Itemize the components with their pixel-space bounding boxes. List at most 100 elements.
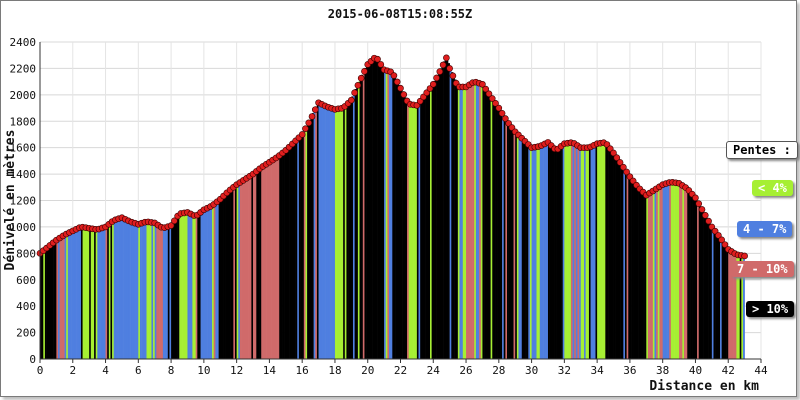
profile-point bbox=[377, 61, 385, 68]
slope-bar bbox=[205, 208, 208, 359]
slope-bar bbox=[643, 192, 645, 359]
slope-bar bbox=[472, 81, 475, 359]
slope-bar bbox=[40, 252, 42, 359]
profile-point bbox=[610, 149, 617, 157]
slope-bar bbox=[352, 92, 355, 359]
slope-bar bbox=[164, 227, 167, 359]
slope-bar bbox=[462, 86, 465, 360]
slope-bar bbox=[133, 222, 136, 359]
slope-bar bbox=[339, 108, 342, 359]
slope-bar bbox=[687, 188, 690, 359]
slope-bar bbox=[416, 103, 419, 359]
slope-bar bbox=[100, 227, 103, 359]
slope-bar bbox=[236, 183, 239, 359]
x-tick-label: 22 bbox=[394, 364, 407, 377]
slope-bar bbox=[602, 142, 604, 359]
slope-bar bbox=[107, 224, 110, 359]
y-axis-label: Dénivelé en mètres bbox=[3, 130, 18, 271]
slope-bar bbox=[284, 150, 287, 359]
slope-bar bbox=[659, 185, 662, 359]
slope-bar bbox=[649, 192, 652, 359]
x-tick-label: 30 bbox=[525, 364, 538, 377]
slope-bar bbox=[485, 89, 488, 359]
slope-bar bbox=[241, 180, 244, 359]
slope-bar bbox=[279, 154, 282, 359]
slope-bar bbox=[505, 118, 508, 359]
slope-bar bbox=[675, 182, 678, 359]
profile-point bbox=[167, 222, 175, 229]
slope-bar bbox=[154, 222, 157, 359]
slope-bar bbox=[497, 105, 500, 359]
slope-bar bbox=[230, 188, 233, 359]
slope-bar bbox=[425, 92, 428, 359]
slope-bar bbox=[167, 226, 170, 359]
slope-bar bbox=[139, 223, 142, 359]
slope-bar bbox=[246, 177, 249, 359]
slope-bar bbox=[207, 207, 210, 359]
slope-bar bbox=[382, 67, 385, 360]
slope-bar bbox=[162, 227, 165, 359]
profile-point bbox=[439, 61, 447, 69]
profile-point bbox=[400, 91, 408, 98]
profile-point bbox=[502, 115, 509, 122]
slope-bar bbox=[392, 72, 395, 360]
slope-bar bbox=[620, 162, 623, 359]
slope-bar bbox=[547, 142, 550, 359]
slope-bar bbox=[588, 146, 591, 359]
slope-bar bbox=[439, 68, 442, 360]
slope-bar bbox=[577, 145, 580, 359]
slope-bar bbox=[585, 147, 588, 359]
slope-bar bbox=[669, 182, 672, 359]
slope-bar bbox=[316, 102, 319, 359]
slope-bar bbox=[428, 88, 431, 359]
slope-bar bbox=[411, 104, 414, 359]
x-tick-label: 18 bbox=[328, 364, 341, 377]
slope-bar bbox=[243, 179, 246, 359]
slope-bar bbox=[603, 142, 606, 359]
slope-bar bbox=[551, 145, 554, 359]
slope-bar bbox=[579, 146, 582, 359]
slope-bar bbox=[218, 199, 221, 359]
slope-bar bbox=[634, 183, 637, 359]
slope-bar bbox=[654, 188, 657, 359]
slope-bar bbox=[729, 250, 732, 359]
slope-bar bbox=[323, 105, 326, 359]
slope-bar bbox=[251, 174, 254, 359]
slope-bar bbox=[61, 235, 64, 359]
slope-bar bbox=[249, 175, 252, 359]
slope-bar bbox=[479, 83, 482, 360]
slope-bar bbox=[731, 251, 734, 359]
slope-bar bbox=[89, 228, 92, 359]
slope-bar bbox=[223, 194, 226, 359]
slope-bar bbox=[590, 146, 593, 359]
slope-bar bbox=[259, 167, 262, 359]
slope-bar bbox=[397, 81, 400, 360]
slope-bar bbox=[184, 212, 187, 359]
profile-point bbox=[374, 55, 381, 63]
slope-bar bbox=[695, 197, 698, 359]
x-tick-label: 44 bbox=[754, 364, 768, 377]
slope-bar bbox=[330, 107, 332, 359]
slope-bar bbox=[546, 142, 549, 359]
slope-bar bbox=[718, 235, 721, 359]
slope-bar bbox=[487, 91, 490, 359]
slope-bar bbox=[697, 200, 700, 359]
profile-point bbox=[479, 80, 486, 88]
profile-point bbox=[302, 125, 309, 132]
slope-bar bbox=[197, 213, 200, 359]
slope-bar bbox=[529, 146, 532, 359]
x-tick-label: 32 bbox=[558, 364, 571, 377]
slope-bar bbox=[513, 129, 516, 359]
slope-bar bbox=[374, 56, 377, 359]
slope-bar bbox=[423, 94, 426, 359]
x-tick-label: 38 bbox=[656, 364, 669, 377]
slope-bar bbox=[141, 222, 144, 359]
slope-bar bbox=[677, 183, 680, 359]
slope-bar bbox=[43, 249, 46, 359]
slope-bar bbox=[608, 146, 611, 359]
slope-bar bbox=[261, 166, 264, 359]
slope-bar bbox=[402, 91, 405, 359]
slope-bar bbox=[703, 212, 706, 359]
slope-bar bbox=[387, 70, 390, 360]
slope-bar bbox=[715, 231, 718, 359]
